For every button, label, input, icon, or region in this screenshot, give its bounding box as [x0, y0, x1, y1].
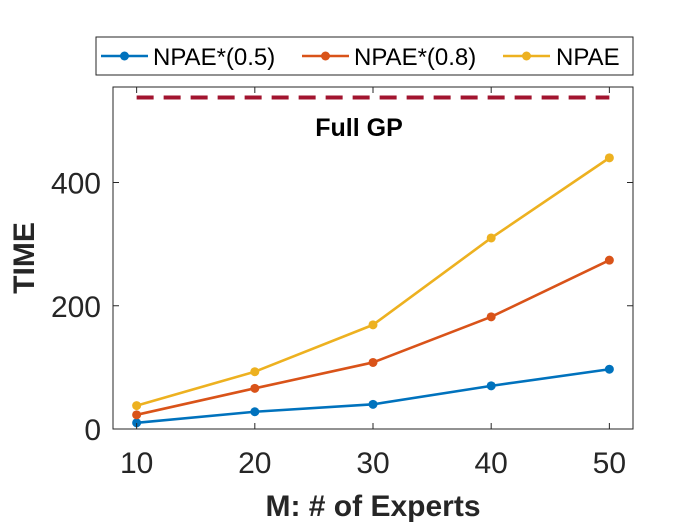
y-tick-label-200: 200: [51, 291, 101, 324]
point-npae-0-8-x10: [132, 410, 142, 420]
point-npae-x10: [132, 401, 142, 411]
legend-entry-npae-0-8: NPAE*(0.8): [302, 44, 476, 71]
legend-marker-npae: [522, 51, 531, 61]
legend-label-npae-0-8: NPAE*(0.8): [354, 44, 476, 71]
point-npae-x50: [604, 153, 614, 163]
legend-marker-npae-0-8: [321, 51, 330, 61]
legend-marker-npae-0-5: [120, 51, 129, 61]
ticks-layer: 10 20 30 40 50 0 200 400: [51, 87, 633, 480]
point-npae-0-8-x20: [250, 383, 260, 393]
point-npae-0-5-x30: [368, 399, 378, 409]
x-tick-label-50: 50: [593, 447, 626, 480]
point-npae-0-5-x40: [486, 381, 496, 391]
point-npae-0-5-x20: [250, 407, 260, 417]
plot-area: [113, 87, 633, 429]
legend-entry-npae-0-5: NPAE*(0.5): [101, 44, 275, 71]
x-tick-label-20: 20: [238, 447, 271, 480]
legend-label-npae: NPAE: [556, 44, 620, 71]
x-tick-label-40: 40: [474, 447, 507, 480]
point-npae-0-5-x50: [604, 364, 614, 374]
x-tick-label-30: 30: [356, 447, 389, 480]
annotation-full-gp: Full GP: [315, 114, 403, 142]
point-npae-0-8-x40: [486, 312, 496, 322]
legend: NPAE*(0.5) NPAE*(0.8) NPAE: [95, 36, 634, 76]
y-tick-label-400: 400: [51, 168, 101, 201]
point-npae-x30: [368, 320, 378, 330]
point-npae-x40: [486, 233, 496, 243]
x-axis-title: M: # of Experts: [265, 490, 480, 523]
point-npae-x20: [250, 367, 260, 377]
point-npae-0-5-x10: [132, 418, 142, 428]
legend-entry-npae: NPAE: [503, 44, 620, 71]
point-npae-0-8-x30: [368, 357, 378, 367]
y-axis-title: TIME: [8, 222, 41, 294]
point-npae-0-8-x50: [604, 255, 614, 265]
legend-label-npae-0-5: NPAE*(0.5): [153, 44, 275, 71]
x-tick-label-10: 10: [120, 447, 153, 480]
y-tick-label-0: 0: [84, 414, 101, 447]
series-layer: [132, 153, 614, 428]
